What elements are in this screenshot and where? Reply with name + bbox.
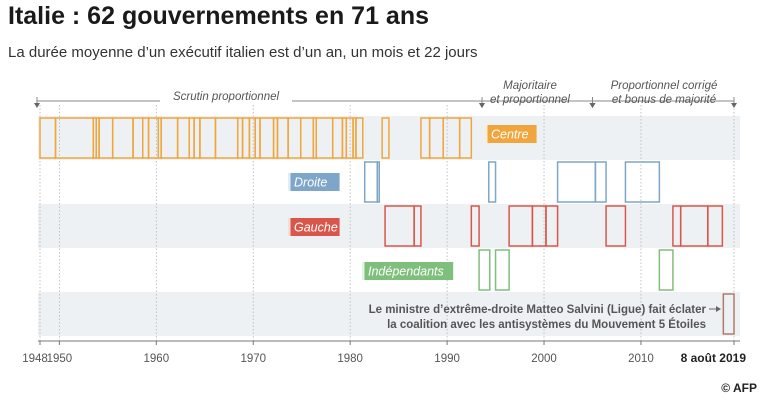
annotation-arrow — [716, 306, 721, 312]
tick-label: 1990 — [434, 353, 460, 365]
government-bar — [594, 161, 607, 203]
series-label-bg — [288, 218, 340, 236]
government-bar — [494, 249, 510, 291]
tick-label: 1960 — [144, 353, 170, 365]
government-bar — [488, 161, 497, 203]
tick-label: 2000 — [531, 353, 557, 365]
period-arrow — [478, 103, 485, 108]
government-bar — [470, 205, 480, 247]
government-bar — [363, 161, 379, 203]
government-bar — [624, 161, 661, 203]
period-arrow — [589, 103, 596, 108]
row-bands — [38, 116, 740, 336]
credit: © AFP — [721, 381, 757, 395]
period-label: Majoritaire — [503, 80, 557, 92]
government-bar — [556, 161, 597, 203]
chart-subtitle: La durée moyenne d’un exécutif italien e… — [8, 44, 478, 61]
series-label: Centre — [491, 128, 529, 142]
period-arrow — [34, 103, 40, 108]
series-label-bg — [288, 173, 340, 191]
period-brackets: Scrutin proportionnel Majoritaire et propo… — [34, 80, 737, 108]
tick-label: 2010 — [628, 353, 654, 365]
annotation-text: la coalition avec les antisystèmes du Mo… — [387, 318, 706, 331]
row-band — [38, 204, 740, 248]
series-label-marker — [288, 218, 291, 236]
government-bar — [707, 205, 724, 247]
series-label-marker — [362, 262, 365, 280]
tick-label: 1970 — [240, 353, 266, 365]
government-bar — [381, 117, 390, 159]
series-label-marker — [485, 125, 488, 143]
government-bar — [478, 249, 491, 291]
chart-title: Italie : 62 gouvernements en 71 ans — [8, 2, 429, 30]
series-label-bg — [362, 262, 454, 280]
tick-label: 1948 — [22, 353, 48, 365]
government-bar — [376, 161, 380, 203]
government-bar — [605, 205, 627, 247]
series-label-marker — [288, 173, 291, 191]
government-bar — [658, 249, 674, 291]
series-labels: Centre Droite Gauche Indépendants — [288, 125, 537, 280]
period-arrow — [731, 103, 737, 108]
series-label: Indépendants — [368, 265, 444, 279]
government-bar — [722, 293, 735, 335]
series-label-bg — [485, 125, 537, 143]
annotation-text: Le ministre d’extrême-droite Matteo Salv… — [369, 304, 707, 316]
annotation: Le ministre d’extrême-droite Matteo Salv… — [369, 304, 721, 331]
tick-label: 1950 — [47, 353, 73, 365]
row-band — [38, 292, 740, 336]
government-bars — [39, 117, 735, 335]
government-bar — [355, 117, 364, 159]
series-label: Droite — [294, 176, 327, 190]
series-label: Gauche — [294, 221, 338, 235]
end-date-label: 8 août 2019 — [681, 351, 747, 365]
period-label: et proportionnel — [490, 94, 570, 106]
credit-text: © AFP — [721, 381, 757, 395]
government-bar — [413, 205, 422, 247]
period-label: et bonus de majorité — [612, 94, 716, 106]
period-label: Proportionnel corrigé — [611, 80, 718, 92]
government-bar — [458, 117, 473, 159]
government-bar — [545, 205, 559, 247]
period-label: Scrutin proportionnel — [173, 91, 280, 103]
tick-label: 1980 — [337, 353, 363, 365]
